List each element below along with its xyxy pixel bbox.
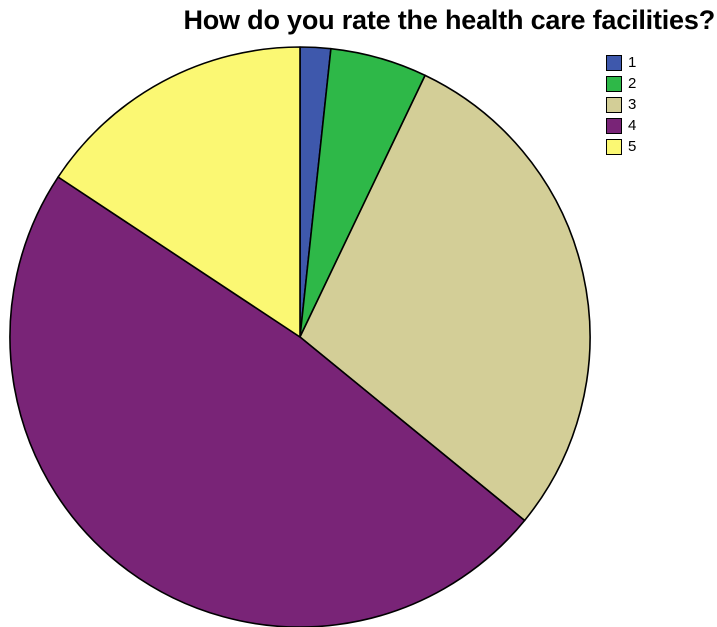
legend-item-2: 2 xyxy=(606,73,636,94)
legend-label-3: 3 xyxy=(628,95,637,113)
pie-slices xyxy=(9,46,591,627)
legend-item-3: 3 xyxy=(606,94,636,115)
legend-label-2: 2 xyxy=(628,74,637,92)
chart-title: How do you rate the health care faciliti… xyxy=(183,5,715,35)
legend-item-4: 4 xyxy=(606,115,636,136)
legend-label-1: 1 xyxy=(628,53,637,71)
legend-swatch-2 xyxy=(606,75,622,92)
legend-swatch-5 xyxy=(606,138,622,155)
legend-swatch-4 xyxy=(606,117,622,134)
legend-label-4: 4 xyxy=(628,116,637,134)
legend-swatch-3 xyxy=(606,96,622,113)
legend-label-5: 5 xyxy=(628,137,637,155)
chart-legend: 1 2 3 4 5 xyxy=(606,52,636,157)
pie-slice-4 xyxy=(9,176,526,627)
pie-slice-3 xyxy=(299,74,591,522)
pie-slice-5 xyxy=(57,46,301,338)
legend-item-1: 1 xyxy=(606,52,636,73)
legend-swatch-1 xyxy=(606,54,622,71)
legend-item-5: 5 xyxy=(606,136,636,157)
